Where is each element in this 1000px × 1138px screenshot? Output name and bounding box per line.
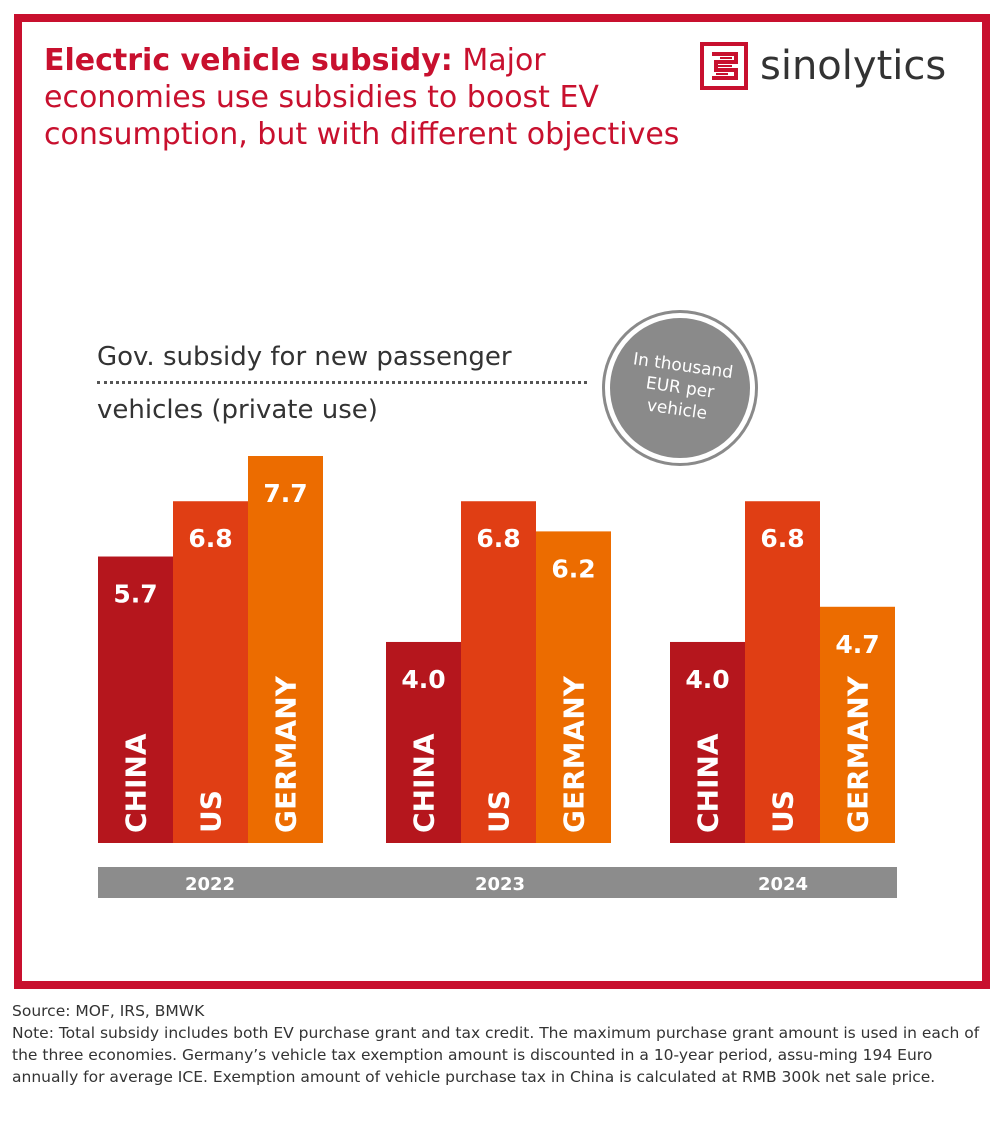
dotted-divider: [97, 381, 587, 384]
unit-badge: In thousand EUR per vehicle: [605, 313, 755, 463]
headline: Electric vehicle subsidy: Major economie…: [44, 42, 694, 153]
note-text: Note: Total subsidy includes both EV pur…: [12, 1024, 980, 1086]
chart-frame: [14, 14, 990, 989]
sinolytics-logo-icon: [700, 42, 748, 90]
headline-rest: Major economies use subsidies to boost E…: [44, 43, 680, 152]
logo: sinolytics: [700, 42, 970, 92]
headline-bold: Electric vehicle subsidy:: [44, 43, 453, 78]
chart-subtitle-line1: Gov. subsidy for new passenger: [97, 342, 512, 372]
source-text: Source: MOF, IRS, BMWK: [12, 1002, 205, 1020]
unit-badge-text: In thousand EUR per vehicle: [631, 349, 735, 424]
logo-text: sinolytics: [760, 43, 947, 89]
chart-subtitle-line2: vehicles (private use): [97, 395, 378, 425]
